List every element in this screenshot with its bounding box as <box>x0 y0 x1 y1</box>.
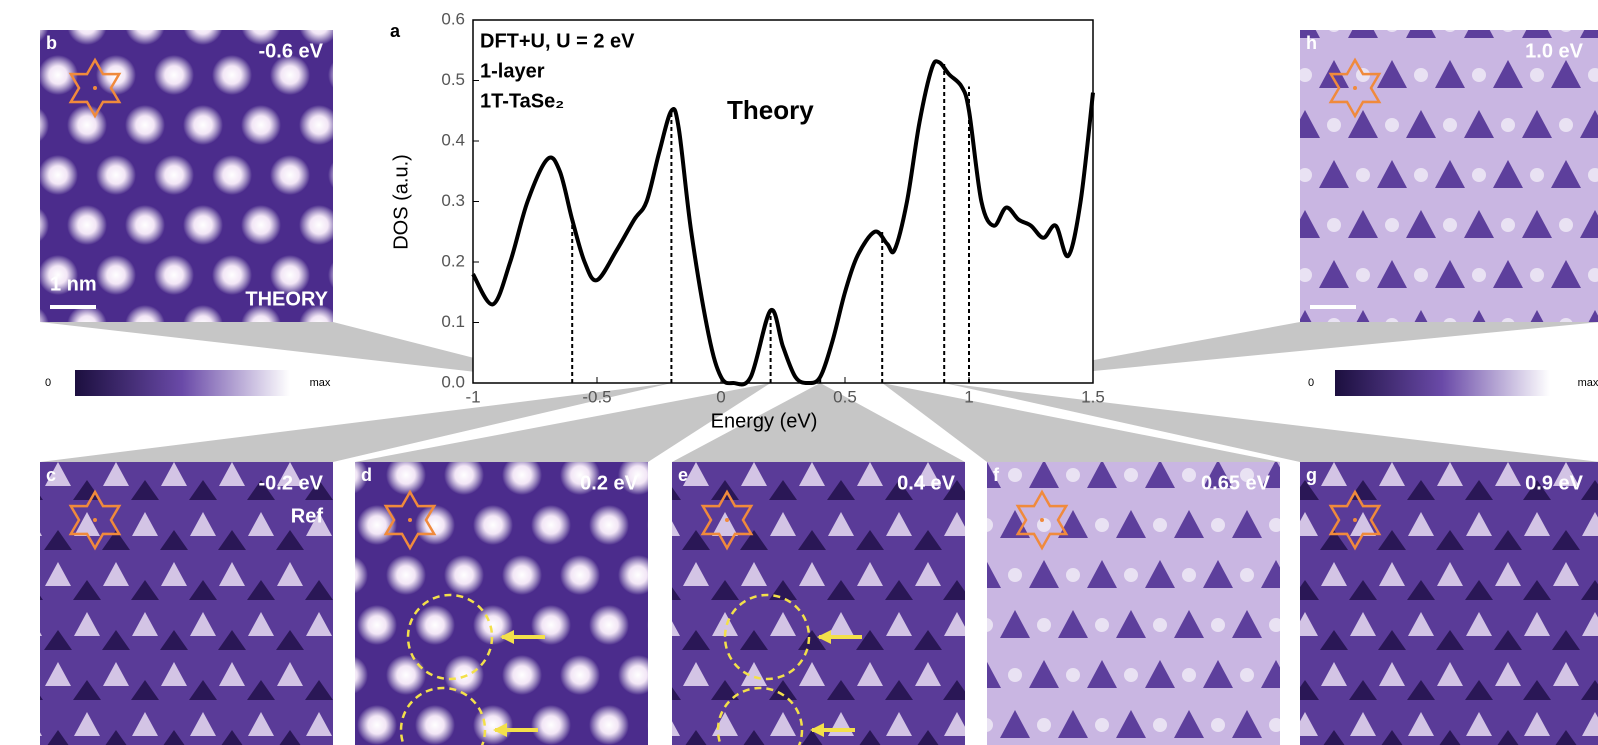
star-center <box>1040 518 1044 522</box>
wedge <box>969 322 1598 383</box>
y-tick-label: 0.2 <box>441 251 465 270</box>
x-tick-label: -1 <box>465 387 480 406</box>
scale-bar <box>1310 305 1356 309</box>
arrow-head <box>500 630 514 644</box>
dos-curve <box>471 59 1095 387</box>
x-tick-label: -0.5 <box>582 387 611 406</box>
stm-panel: f 0.65 eV <box>987 462 1280 745</box>
energy-label: 0.2 eV <box>580 472 638 494</box>
colorbar-max: max <box>310 377 331 389</box>
stm-panel: e 0.4 eV <box>672 462 965 745</box>
y-tick-label: 0.1 <box>441 312 465 331</box>
wedges <box>40 322 1598 462</box>
x-tick-label: 0 <box>716 387 725 406</box>
arrow-head <box>493 723 507 737</box>
star-center <box>93 86 97 90</box>
highlight-circle <box>406 593 494 681</box>
star-center <box>725 518 729 522</box>
stm-panel: b -0.6 eV 1 nm THEORY <box>40 30 333 322</box>
panel-label: a <box>390 21 401 41</box>
y-tick-label: 0.0 <box>441 372 465 391</box>
star-of-david <box>383 489 437 551</box>
annotation: 1T-TaSe₂ <box>480 90 564 112</box>
star-of-david <box>1015 489 1069 551</box>
star-center <box>93 518 97 522</box>
plot-frame <box>472 19 1094 384</box>
stm-image <box>1300 462 1598 745</box>
energy-label: 0.65 eV <box>1201 472 1271 494</box>
x-tick-label: 0.5 <box>833 387 857 406</box>
y-tick-label: 0.3 <box>441 191 465 210</box>
energy-label: 1.0 eV <box>1525 40 1583 62</box>
colorbar-max: max <box>1578 377 1598 389</box>
stm-panel: h 1.0 eV <box>1300 30 1598 322</box>
wedge <box>944 383 1598 462</box>
wedge <box>40 322 573 383</box>
scale-label: 1 nm <box>50 273 97 295</box>
wedge <box>355 383 771 462</box>
stm-panel: g 0.9 eV <box>1300 462 1598 745</box>
stm-panel: c -0.2 eV Ref <box>40 462 333 745</box>
panel-note: Ref <box>291 505 324 527</box>
star-of-david <box>68 57 122 119</box>
highlight-circle <box>399 686 487 745</box>
panel-label: f <box>993 465 1000 485</box>
panel-label: b <box>46 33 57 53</box>
energy-label: 0.9 eV <box>1525 472 1583 494</box>
star-of-david <box>1328 489 1382 551</box>
energy-label: 0.4 eV <box>897 472 955 494</box>
star-center <box>1353 86 1357 90</box>
star-of-david <box>68 489 122 551</box>
y-tick-label: 0.4 <box>441 130 465 149</box>
stm-image <box>40 462 333 745</box>
panel-note: THEORY <box>245 288 328 310</box>
wedge <box>40 383 672 462</box>
colorbar <box>1335 370 1550 396</box>
energy-label: -0.2 eV <box>259 472 324 494</box>
colorbar <box>75 370 290 396</box>
stm-image <box>40 30 333 322</box>
wedge <box>672 383 965 462</box>
x-tick-label: 1.5 <box>1081 387 1105 406</box>
arrow-head <box>810 723 824 737</box>
energy-label: -0.6 eV <box>259 40 324 62</box>
stm-image <box>1300 30 1598 322</box>
stm-image <box>672 462 965 745</box>
stm-panel: d 0.2 eV <box>355 462 648 745</box>
stm-image <box>987 462 1280 745</box>
panels: b -0.6 eV 1 nm THEORY c -0.2 eV Ref d 0.2 eV e 0.4… <box>40 30 1598 745</box>
colorbar-min: 0 <box>1308 377 1314 389</box>
annotation: 1-layer <box>480 60 545 82</box>
highlight-circle <box>723 593 811 681</box>
stm-image <box>355 462 648 745</box>
x-tick-label: 1 <box>964 387 973 406</box>
colorbar-min: 0 <box>45 377 51 389</box>
star-of-david <box>1328 57 1382 119</box>
panel-label: e <box>678 465 688 485</box>
arrow-head <box>817 630 831 644</box>
x-axis-label: Energy (eV) <box>711 410 818 432</box>
y-tick-label: 0.5 <box>441 70 465 89</box>
scale-bar <box>50 305 96 309</box>
y-tick-label: 0.6 <box>441 9 465 28</box>
panel-label: g <box>1306 465 1317 485</box>
y-axis-label: DOS (a.u.) <box>390 154 412 250</box>
panel-label: d <box>361 465 372 485</box>
star-center <box>408 518 412 522</box>
panel-label: h <box>1306 33 1317 53</box>
highlight-circle <box>716 686 804 745</box>
chart-label: Theory <box>727 95 814 125</box>
annotation: DFT+U, U = 2 eV <box>480 30 635 52</box>
star-center <box>1353 518 1357 522</box>
dos-plot: a DFT+U, U = 2 eV 1-layer 1T-TaSe₂ Theor… <box>390 9 1105 432</box>
star-of-david <box>700 489 754 551</box>
wedge <box>882 383 1280 462</box>
panel-label: c <box>46 465 56 485</box>
